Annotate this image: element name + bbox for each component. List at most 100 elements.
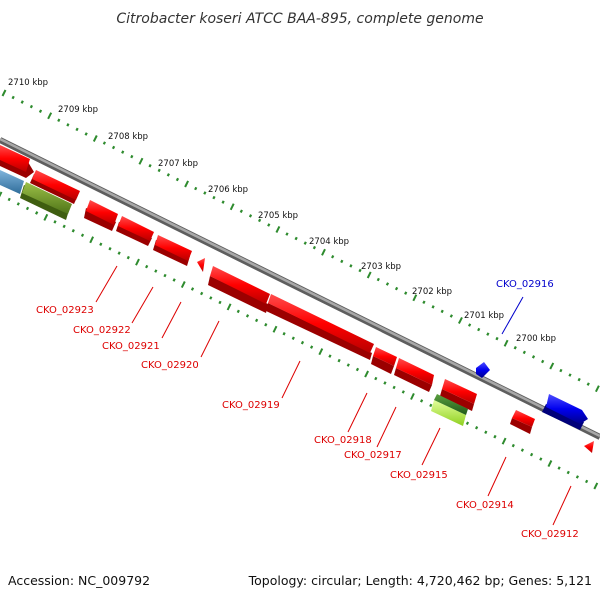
ruler-dot: [530, 452, 534, 457]
gene-feature-cko-02917[interactable]: [394, 358, 434, 392]
ruler-dot: [303, 241, 307, 245]
ruler-dot: [577, 377, 581, 382]
ruler-major-tick: [138, 157, 144, 165]
genome-backbone: [0, 137, 600, 440]
ruler-dot: [477, 327, 481, 332]
gene-label-cko-02921[interactable]: CKO_02921: [102, 341, 160, 352]
ruler-dot: [291, 336, 295, 340]
ruler-dot: [108, 247, 112, 251]
ruler-dot: [312, 245, 316, 250]
ruler-major-tick: [503, 339, 509, 347]
ruler-dot: [493, 434, 497, 439]
gene-label-cko-02917[interactable]: CKO_02917: [344, 450, 402, 461]
ruler-dot: [29, 104, 33, 109]
ruler-dot: [154, 269, 158, 273]
gene-label-cko-02916[interactable]: CKO_02916: [496, 279, 554, 290]
ruler-label: 2710 kbp: [8, 78, 48, 88]
gene-feature-cko-02916[interactable]: [476, 362, 490, 378]
ruler-dot: [267, 223, 271, 227]
ruler-major-tick: [501, 437, 507, 445]
ruler-dot: [16, 202, 20, 206]
gene-feature[interactable]: [542, 394, 588, 430]
ruler-dot: [374, 376, 378, 381]
gene-feature-cko-02918[interactable]: [371, 347, 397, 374]
gene-feature[interactable]: [0, 170, 24, 194]
gene-label-cko-02923[interactable]: CKO_02923: [36, 305, 94, 316]
ruler-dot: [495, 336, 499, 341]
ruler-dot: [294, 236, 298, 241]
ruler-major-tick: [135, 258, 140, 266]
gene-feature-cko-02922[interactable]: [116, 216, 154, 246]
ruler-dot: [248, 214, 253, 218]
gene-label-cko-02919[interactable]: CKO_02919: [222, 400, 280, 411]
ruler-major-tick: [321, 248, 326, 256]
ruler-dot: [57, 118, 61, 122]
ruler-dot: [35, 211, 39, 215]
ruler-major-tick: [92, 135, 98, 142]
ruler-major-tick: [364, 370, 369, 378]
ruler-dot: [422, 300, 426, 305]
ruler-dot: [340, 259, 344, 264]
ruler-dot: [337, 358, 341, 363]
gene-feature-cko-02921[interactable]: [153, 235, 192, 266]
ruler-dot: [53, 220, 57, 224]
ruler-dot: [346, 363, 350, 367]
gene-feature-cko-02920[interactable]: [197, 258, 205, 272]
ruler-dot: [376, 277, 380, 282]
ruler-major-tick: [412, 294, 418, 302]
gene-label-cko-02920[interactable]: CKO_02920: [141, 360, 199, 371]
ruler-dot: [449, 314, 453, 318]
ruler-label: 2704 kbp: [309, 237, 349, 247]
ruler-dot: [328, 354, 332, 358]
ruler-dot: [331, 254, 335, 259]
gene-feature-cko-02912[interactable]: [584, 441, 594, 453]
ruler-dot: [568, 373, 572, 377]
ruler-dot: [392, 385, 396, 390]
outer-ruler: [1, 89, 600, 393]
ruler-major-tick: [47, 112, 53, 120]
ruler-label: 2709 kbp: [58, 105, 98, 115]
gene-feature-cko-02919-a[interactable]: [208, 266, 270, 313]
ruler-major-tick: [229, 203, 235, 211]
ruler-dot: [520, 448, 524, 452]
ruler-major-tick: [43, 213, 49, 221]
ruler-dot: [429, 403, 433, 408]
ruler-major-tick: [0, 191, 3, 198]
ruler-dot: [401, 390, 405, 394]
ruler-dot: [285, 232, 289, 236]
ruler-major-tick: [89, 236, 95, 244]
gene-feature[interactable]: [0, 145, 34, 178]
ruler-major-tick: [549, 362, 555, 370]
ruler-dot: [190, 287, 195, 291]
gene-label-cko-02912[interactable]: CKO_02912: [521, 529, 579, 540]
gene-feature-cko-02915-a[interactable]: [440, 379, 477, 411]
gene-label-cko-02922[interactable]: CKO_02922: [73, 325, 131, 336]
gene-feature-cko-02914[interactable]: [510, 410, 535, 434]
ruler-dot: [383, 381, 387, 385]
ruler-major-tick: [595, 385, 600, 393]
ruler-dot: [245, 314, 250, 318]
ruler-dot: [264, 323, 268, 327]
ruler-dot: [163, 273, 167, 278]
gene-feature-cko-02919-b[interactable]: [266, 294, 374, 360]
ruler-dot: [172, 278, 176, 282]
gene-feature-cko-02923[interactable]: [84, 200, 118, 231]
ruler-dot: [522, 350, 526, 355]
ruler-dot: [218, 300, 222, 305]
ruler-major-tick: [458, 316, 463, 324]
ruler-dot: [38, 109, 43, 113]
ruler-dot: [349, 264, 353, 268]
gene-feature[interactable]: [30, 170, 80, 204]
ruler-dot: [486, 332, 490, 336]
gene-label-cko-02918[interactable]: CKO_02918: [314, 435, 372, 446]
ruler-dot: [404, 291, 408, 295]
ruler-dot: [166, 173, 170, 177]
ruler-major-tick: [272, 325, 278, 333]
gene-label-cko-02915[interactable]: CKO_02915: [390, 470, 448, 481]
ruler-dot: [11, 95, 15, 100]
gene-feature-cko-02915-b[interactable]: [431, 394, 468, 426]
gene-label-cko-02914[interactable]: CKO_02914: [456, 500, 514, 511]
ruler-major-tick: [593, 482, 599, 490]
gene-feature[interactable]: [20, 182, 72, 220]
